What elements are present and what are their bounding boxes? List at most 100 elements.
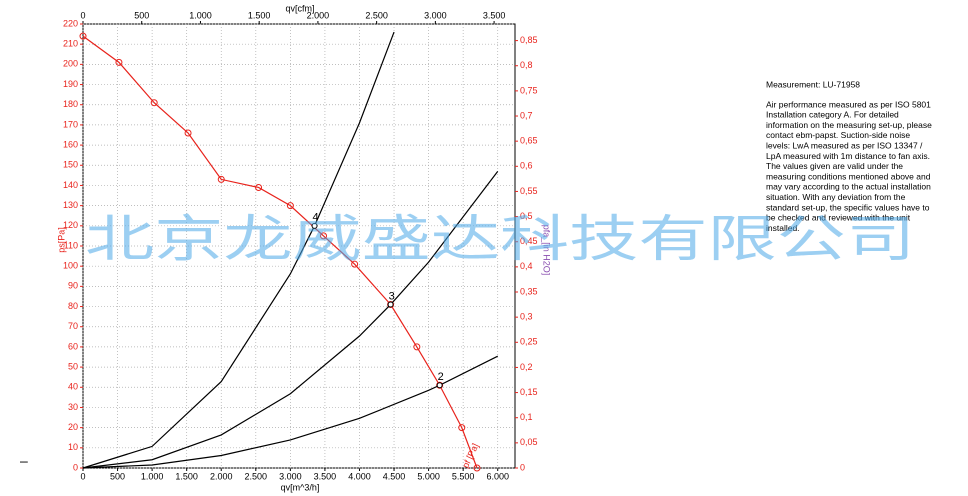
point	[351, 260, 359, 268]
x-tick-label: 1.500	[175, 471, 198, 481]
y2-tick-label: 0,25	[520, 337, 538, 347]
y-tick-label: 120	[63, 220, 78, 230]
x2-tick-label: 1.500	[248, 10, 271, 20]
point	[150, 99, 158, 107]
y2-tick-label: 0,3	[520, 312, 533, 322]
annotation: 2	[438, 371, 444, 383]
note-line: levels: LwA measured as per ISO 13347 /	[766, 140, 923, 150]
y2-tick-label: 0,45	[520, 236, 538, 246]
y2-axis-label: pfa_[in H2O]	[542, 225, 552, 276]
note-line: standard set-up, the specific values hav…	[766, 202, 930, 212]
y2-tick-label: 0,05	[520, 437, 538, 447]
y2-tick-label: 0,85	[520, 35, 538, 45]
y2-tick-label: 0,8	[520, 60, 533, 70]
point	[217, 175, 225, 183]
x-tick-label: 3.500	[314, 471, 337, 481]
y-tick-label: 80	[68, 301, 78, 311]
point	[473, 464, 481, 472]
x-tick-label: 0	[80, 471, 85, 481]
operating-point	[387, 301, 394, 308]
y-tick-label: 210	[63, 39, 78, 49]
x-axis-label: qv[m^3/h]	[281, 482, 320, 492]
x-tick-label: 4.500	[383, 471, 406, 481]
y-tick-label: 190	[63, 79, 78, 89]
y2-tick-label: 0,6	[520, 161, 533, 171]
curve	[82, 170, 499, 469]
x-tick-label: 500	[110, 471, 125, 481]
y2-tick-label: 0,55	[520, 186, 538, 196]
y-tick-label: 130	[63, 200, 78, 210]
point	[115, 58, 123, 66]
note-line: installed.	[766, 223, 800, 233]
note-line: may vary according to the actual install…	[766, 182, 931, 192]
y-tick-label: 60	[68, 341, 78, 351]
dash: –	[20, 453, 28, 469]
y-tick-label: 170	[63, 119, 78, 129]
point	[413, 343, 421, 351]
y-tick-label: 50	[68, 361, 78, 371]
y2-tick-label: 0,35	[520, 286, 538, 296]
point	[79, 32, 87, 40]
y-tick-label: 100	[63, 261, 78, 271]
y-tick-label: 180	[63, 99, 78, 109]
y-axis-label: ps[Pa]	[56, 227, 66, 253]
annotation: 3	[389, 290, 395, 302]
note-line: Air performance measured as per ISO 5801	[766, 99, 931, 109]
y-tick-label: 150	[63, 160, 78, 170]
note-line: measuring conditions mentioned above and	[766, 171, 931, 181]
point	[184, 129, 192, 137]
note-line: situation. With any deviation from the	[766, 192, 906, 202]
note-line: LpA measured with 1m distance to fan axi…	[766, 151, 930, 161]
y2-tick-label: 0	[520, 462, 525, 472]
y2-tick-label: 0,65	[520, 136, 538, 146]
x2-axis-label: qv[cfm]	[285, 3, 314, 13]
note-line: information on the measuring set-up, ple…	[766, 120, 932, 130]
y-tick-label: 110	[64, 240, 78, 250]
point	[458, 424, 466, 432]
operating-point	[436, 382, 443, 389]
y-tick-label: 200	[63, 59, 78, 69]
y2-tick-label: 0,5	[520, 211, 533, 221]
y-tick-label: 40	[68, 382, 78, 392]
note-title: Measurement: LU-71958	[766, 79, 860, 89]
x2-tick-label: 0	[80, 10, 85, 20]
point	[255, 183, 263, 191]
y2-tick-label: 0,4	[520, 261, 533, 271]
curve	[82, 31, 395, 469]
y2-tick-label: 0,7	[520, 110, 533, 120]
y2-tick-label: 0,2	[520, 362, 533, 372]
y-tick-label: 220	[63, 18, 78, 28]
y-tick-label: 70	[68, 321, 78, 331]
y-tick-label: 30	[68, 402, 78, 412]
annotation: 4	[313, 212, 319, 224]
x2-tick-label: 500	[134, 10, 149, 20]
y-tick-label: 160	[63, 139, 78, 149]
curve	[82, 35, 478, 469]
watermark: 北京龙威盛达科技有限公司	[85, 211, 915, 267]
note-line: Installation category A. For detailed	[766, 110, 899, 120]
point	[286, 202, 294, 210]
y-tick-label: 90	[68, 281, 78, 291]
point	[320, 232, 328, 240]
note-line: be checked and reviewed with the unit	[766, 213, 911, 223]
x-tick-label: 1.000	[141, 471, 164, 481]
x2-tick-label: 2.500	[365, 10, 388, 20]
x-tick-label: 6.000	[486, 471, 509, 481]
note-line: The values given are valid under the	[766, 161, 903, 171]
x-tick-label: 5.000	[417, 471, 440, 481]
y2-tick-label: 0,75	[520, 85, 538, 95]
y-tick-label: 0	[73, 462, 78, 472]
note-line: contact ebm-papst. Suction-side noise	[766, 130, 910, 140]
y2-tick-label: 0,15	[520, 387, 538, 397]
y-tick-label: 20	[68, 422, 78, 432]
y-tick-label: 140	[63, 180, 78, 190]
operating-point	[311, 222, 318, 229]
x2-tick-label: 2.000	[307, 10, 330, 20]
y-tick-label: 10	[68, 442, 78, 452]
x-tick-label: 3.000	[279, 471, 302, 481]
x-tick-label: 2.000	[210, 471, 233, 481]
x-tick-label: 2.500	[245, 471, 268, 481]
x-tick-label: 5.500	[452, 471, 475, 481]
x2-tick-label: 3.000	[424, 10, 447, 20]
